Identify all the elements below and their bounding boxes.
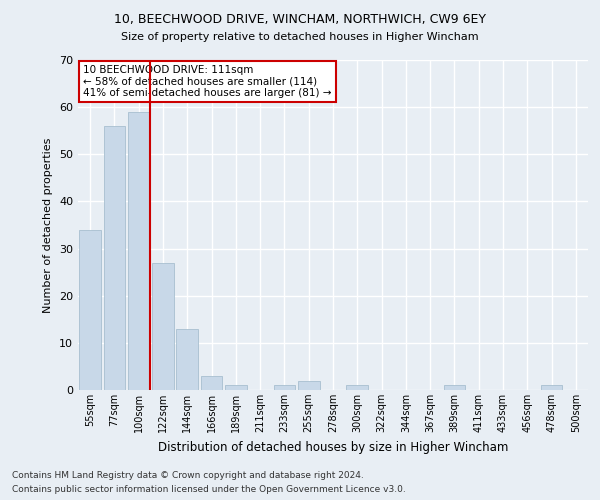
X-axis label: Distribution of detached houses by size in Higher Wincham: Distribution of detached houses by size … — [158, 440, 508, 454]
Bar — [225, 386, 247, 390]
Bar — [346, 386, 368, 390]
Bar — [176, 328, 198, 390]
Bar — [152, 262, 174, 390]
Bar — [274, 386, 295, 390]
Text: Contains HM Land Registry data © Crown copyright and database right 2024.: Contains HM Land Registry data © Crown c… — [12, 470, 364, 480]
Bar — [104, 126, 125, 390]
Bar — [443, 386, 466, 390]
Y-axis label: Number of detached properties: Number of detached properties — [43, 138, 53, 312]
Bar — [200, 376, 223, 390]
Bar — [79, 230, 101, 390]
Text: Contains public sector information licensed under the Open Government Licence v3: Contains public sector information licen… — [12, 486, 406, 494]
Text: Size of property relative to detached houses in Higher Wincham: Size of property relative to detached ho… — [121, 32, 479, 42]
Bar — [128, 112, 149, 390]
Bar — [541, 386, 562, 390]
Text: 10 BEECHWOOD DRIVE: 111sqm
← 58% of detached houses are smaller (114)
41% of sem: 10 BEECHWOOD DRIVE: 111sqm ← 58% of deta… — [83, 65, 332, 98]
Text: 10, BEECHWOOD DRIVE, WINCHAM, NORTHWICH, CW9 6EY: 10, BEECHWOOD DRIVE, WINCHAM, NORTHWICH,… — [114, 12, 486, 26]
Bar — [298, 380, 320, 390]
